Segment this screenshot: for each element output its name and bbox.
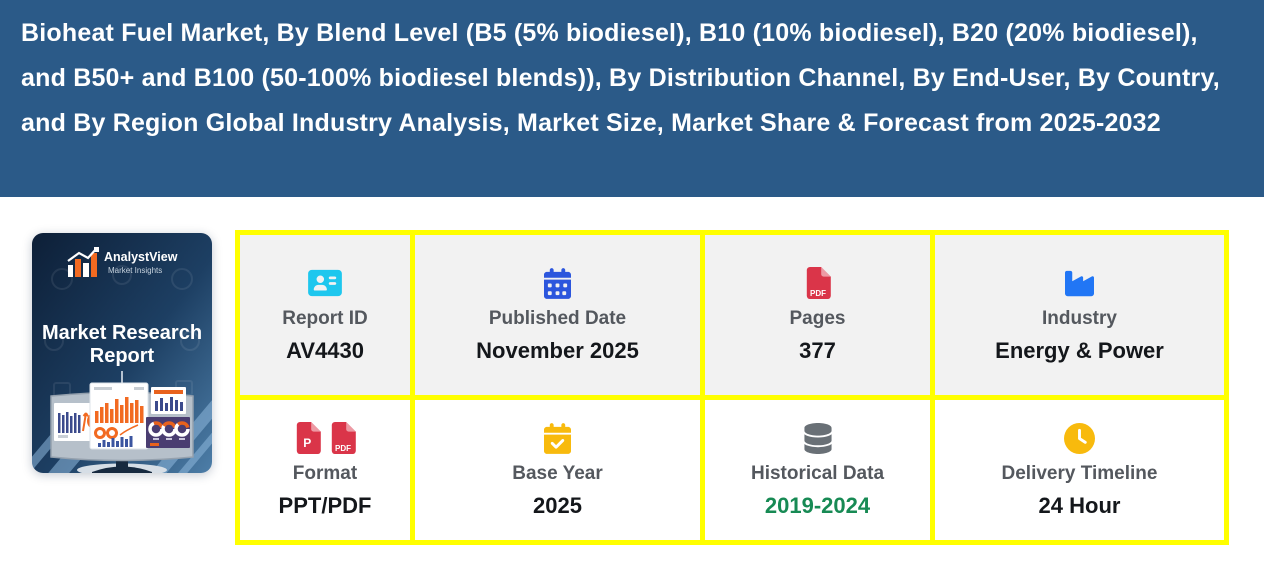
info-label: Delivery Timeline — [1001, 463, 1158, 484]
info-label: Pages — [789, 308, 846, 329]
info-cell-historical-data: Historical Data 2019-2024 — [705, 400, 930, 540]
brand-name: AnalystView — [104, 250, 178, 264]
brand-tagline: Market Insights — [108, 266, 162, 275]
clock-icon — [1064, 421, 1095, 455]
info-value: AV4430 — [286, 338, 364, 363]
id-card-icon — [308, 266, 342, 300]
report-cover-illustration: AnalystView Market Insights Market Resea… — [32, 233, 212, 473]
info-cell-pages: PDF Pages 377 — [705, 235, 930, 395]
info-label: Format — [292, 463, 358, 484]
info-cell-format: P PDF Format PPT/PDF — [240, 400, 410, 540]
report-info-grid: Report ID AV4430 Published Date November… — [235, 230, 1229, 545]
info-value: 2025 — [533, 493, 582, 518]
info-value: 2019-2024 — [764, 493, 871, 518]
factory-icon — [1063, 266, 1096, 300]
svg-text:P: P — [303, 436, 311, 450]
monitor-illustration — [50, 382, 194, 473]
cover-title-line1: Market Research — [42, 322, 202, 344]
report-title: Bioheat Fuel Market, By Blend Level (B5 … — [21, 19, 1220, 137]
pdf-file-icon: PDF — [331, 422, 356, 454]
info-cell-delivery-timeline: Delivery Timeline 24 Hour — [935, 400, 1224, 540]
info-label: Industry — [1042, 308, 1117, 329]
ppt-file-icon: P — [296, 422, 321, 454]
calendar-icon — [544, 266, 571, 300]
info-value: 24 Hour — [1038, 493, 1121, 518]
analystview-logo: AnalystView Market Insights — [67, 247, 178, 277]
title-banner: Bioheat Fuel Market, By Blend Level (B5 … — [0, 0, 1264, 197]
info-cell-report-id: Report ID AV4430 — [240, 235, 410, 395]
info-value: 377 — [799, 338, 836, 363]
info-label: Historical Data — [750, 463, 885, 484]
cover-title-line2: Report — [90, 345, 155, 367]
info-cell-base-year: Base Year 2025 — [415, 400, 700, 540]
calendar-check-icon — [544, 421, 571, 455]
pdf-file-icon: PDF — [805, 266, 831, 300]
svg-text:PDF: PDF — [335, 444, 351, 453]
report-cover-image: AnalystView Market Insights Market Resea… — [32, 233, 212, 473]
info-cell-published-date: Published Date November 2025 — [415, 235, 700, 395]
info-value: Energy & Power — [995, 338, 1164, 363]
info-value: November 2025 — [476, 338, 639, 363]
info-cell-industry: Industry Energy & Power — [935, 235, 1224, 395]
info-label: Base Year — [512, 463, 603, 484]
svg-text:PDF: PDF — [810, 289, 826, 298]
info-label: Published Date — [488, 308, 627, 329]
database-icon — [803, 421, 832, 455]
info-value: PPT/PDF — [278, 493, 372, 518]
ppt-pdf-file-icons: P PDF — [295, 421, 356, 455]
info-label: Report ID — [282, 308, 368, 329]
